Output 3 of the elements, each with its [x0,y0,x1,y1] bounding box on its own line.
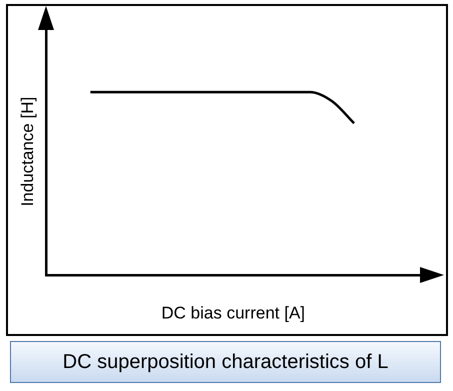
text: DC superposition characteristics of L [10,341,441,383]
y-axis-title: Inductance [H] [18,96,37,206]
x-axis-title: DC bias current [A] [161,303,306,322]
